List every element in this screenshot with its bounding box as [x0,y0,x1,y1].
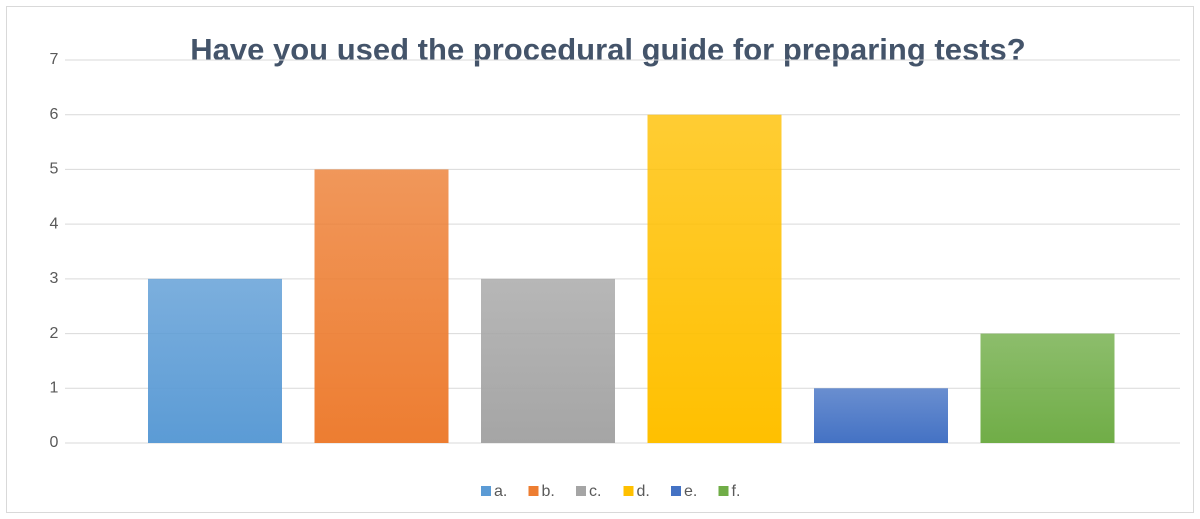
bar [481,278,615,443]
bar [314,169,449,443]
bar [814,388,948,443]
bar [980,333,1115,443]
legend-swatch [481,486,491,496]
legend-swatch [576,486,586,496]
legend-label: e. [684,483,697,500]
y-tick-label: 0 [50,434,59,451]
legend-swatch [528,486,539,496]
legend-swatch [718,486,729,496]
y-tick-label: 5 [50,161,59,178]
y-tick-label: 3 [50,270,59,287]
y-tick-label: 7 [50,51,59,68]
chart-title: Have you used the procedural guide for p… [190,32,1025,67]
y-tick-label: 6 [50,106,59,123]
legend-swatch [671,486,681,496]
legend-swatch [623,486,634,496]
legend-label: a. [494,483,507,500]
legend-label: c. [589,483,601,500]
legend-label: d. [637,483,650,500]
y-tick-label: 2 [50,325,59,342]
bar [647,114,782,443]
bar [148,278,282,443]
legend-label: f. [732,483,741,500]
y-tick-label: 4 [50,215,59,232]
legend-label: b. [542,483,555,500]
y-tick-label: 1 [50,380,59,397]
